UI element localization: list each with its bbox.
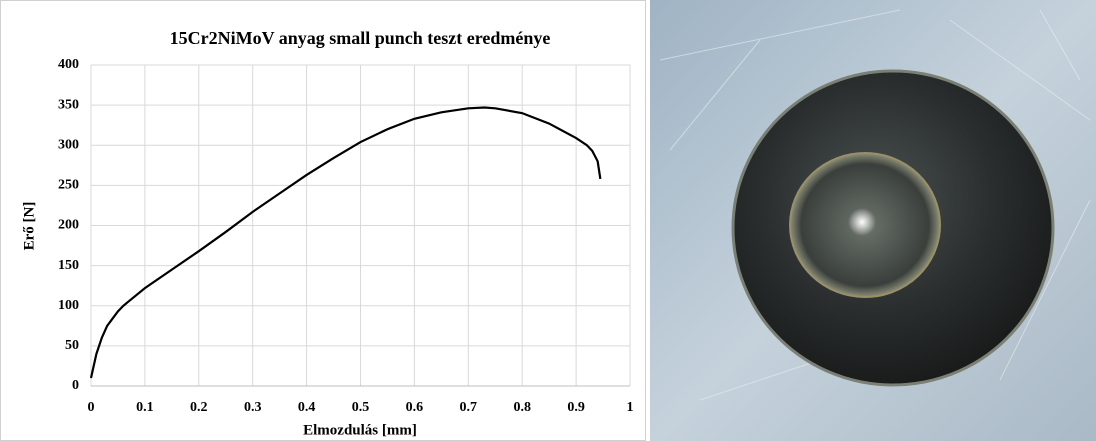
x-tick-label: 0.3 xyxy=(244,400,262,415)
y-tick-label: 50 xyxy=(65,338,79,353)
x-tick-label: 0.8 xyxy=(513,400,531,415)
x-tick-label: 0.2 xyxy=(190,400,208,415)
chart: 15Cr2NiMoV anyag small punch teszt eredm… xyxy=(21,28,633,438)
chart-frame xyxy=(0,0,646,441)
y-tick-label: 200 xyxy=(58,218,79,233)
data-line xyxy=(89,106,602,379)
x-tick-label: 0.9 xyxy=(567,400,585,415)
x-tick-label: 1 xyxy=(627,400,634,415)
y-tick-label: 150 xyxy=(58,258,79,273)
y-tick-label: 250 xyxy=(58,178,79,193)
photo xyxy=(650,0,1096,441)
y-tick-label: 400 xyxy=(58,57,79,72)
x-tick-label: 0.6 xyxy=(406,400,424,415)
x-tick-label: 0.5 xyxy=(352,400,370,415)
y-tick-label: 100 xyxy=(58,298,79,313)
y-axis-label: Erő [N] xyxy=(21,202,37,251)
x-axis-label: Elmozdulás [mm] xyxy=(303,422,417,438)
x-tick-label: 0 xyxy=(88,400,95,415)
x-tick-label: 0.7 xyxy=(460,400,478,415)
y-tick-label: 300 xyxy=(58,137,79,152)
y-tick-label: 350 xyxy=(58,97,79,112)
x-tick-label: 0.4 xyxy=(298,400,316,415)
highlight xyxy=(848,208,876,236)
chart-title: 15Cr2NiMoV anyag small punch teszt eredm… xyxy=(170,28,551,48)
x-tick-label: 0.1 xyxy=(136,400,154,415)
y-tick-label: 0 xyxy=(72,378,79,393)
